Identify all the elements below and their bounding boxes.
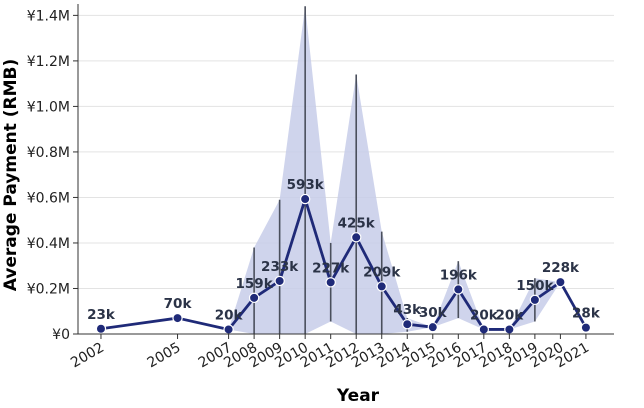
- y-tick-label: ¥1.0M: [27, 99, 70, 115]
- data-point-2007: [223, 324, 234, 335]
- data-label-2016: 196k: [440, 267, 478, 283]
- y-axis-title: Average Payment (RMB): [1, 59, 21, 292]
- y-tick-label: ¥0.4M: [27, 236, 70, 252]
- data-point-2010: [299, 193, 311, 205]
- data-point-2016: [453, 284, 464, 295]
- data-point-2017: [478, 324, 490, 335]
- data-point-2019: [529, 294, 541, 306]
- y-tick-label: ¥0.8M: [27, 145, 70, 161]
- data-label-2012: 425k: [338, 215, 376, 231]
- data-point-2018: [504, 324, 515, 335]
- data-label-2020: 228k: [542, 260, 580, 276]
- y-tick-label: ¥1.2M: [27, 54, 70, 70]
- y-tick-label: ¥1.4M: [27, 8, 70, 24]
- data-point-2020: [555, 276, 566, 288]
- data-label-2013: 209k: [363, 264, 401, 280]
- data-label-2010: 593k: [287, 177, 325, 193]
- confidence-band: [100, 6, 586, 335]
- data-point-2015: [427, 321, 438, 333]
- data-point-2002: [95, 323, 107, 334]
- data-label-2017: 20k: [470, 307, 499, 323]
- data-label-2019: 150k: [516, 278, 554, 294]
- data-label-2005: 70k: [164, 296, 193, 312]
- data-point-2012: [351, 232, 362, 243]
- data-label-2014: 43k: [393, 302, 422, 318]
- y-tick-label: ¥0: [52, 327, 70, 343]
- data-label-2018: 20k: [495, 307, 524, 323]
- y-tick-labels: ¥0 ¥0.2M ¥0.4M ¥0.6M ¥0.8M ¥1.0M ¥1.2M ¥1.4M: [27, 8, 78, 343]
- axes: [77, 4, 614, 335]
- data-label-2009: 233k: [261, 259, 299, 275]
- x-axis-title: Year: [336, 386, 380, 406]
- data-label-2002: 23k: [87, 307, 116, 323]
- data-label-2015: 30k: [419, 305, 448, 321]
- data-label-2021: 28k: [572, 306, 601, 322]
- data-point-2008: [248, 292, 260, 304]
- data-label-2007: 20k: [215, 307, 244, 323]
- data-label-2008: 159k: [236, 276, 274, 292]
- y-tick-label: ¥0.6M: [27, 190, 70, 206]
- data-point-2005: [172, 312, 183, 324]
- data-point-2014: [402, 319, 413, 330]
- data-label-2011: 227k: [312, 260, 350, 276]
- y-tick-label: ¥0.2M: [27, 281, 70, 297]
- data-point-2011: [325, 277, 336, 288]
- data-point-2013: [376, 281, 387, 292]
- confidence-band-area: [100, 6, 586, 335]
- error-bars: [253, 6, 536, 334]
- data-point-2009: [274, 275, 285, 287]
- data-point-2021: [580, 322, 592, 333]
